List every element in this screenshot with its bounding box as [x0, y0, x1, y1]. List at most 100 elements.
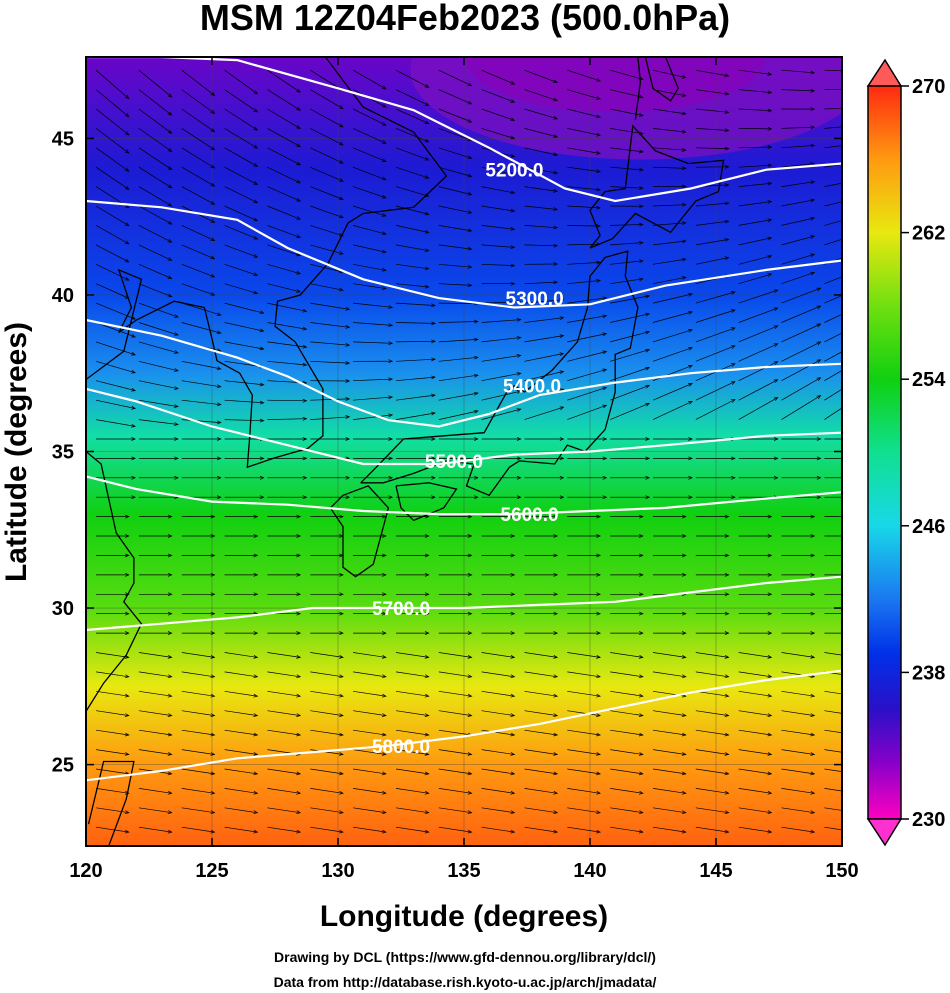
wind-vector-head	[681, 674, 687, 679]
wind-vector-head	[167, 829, 173, 834]
wind-vector-head	[253, 572, 259, 577]
wind-vector	[524, 147, 558, 156]
wind-vector-head	[296, 631, 302, 636]
wind-vector	[652, 788, 686, 794]
wind-vector	[95, 89, 130, 118]
wind-vector-head	[424, 138, 430, 143]
wind-vector	[567, 280, 601, 285]
wind-vector-head	[381, 655, 387, 659]
wind-vector	[524, 768, 558, 775]
wind-vector	[353, 652, 386, 658]
wind-vector-head	[253, 693, 259, 698]
wind-vector-head	[853, 106, 857, 109]
wind-vector-head	[645, 475, 651, 480]
wind-vector	[781, 217, 815, 226]
wind-vector-head	[345, 379, 351, 383]
wind-vector	[267, 166, 301, 184]
wind-vector-head	[731, 475, 736, 480]
wind-vector-head	[510, 693, 516, 698]
wind-vector-head	[510, 674, 516, 679]
wind-vector	[481, 826, 515, 833]
wind-vector-head	[638, 693, 644, 698]
wind-vector-head	[125, 534, 130, 538]
wind-vector	[824, 107, 842, 110]
wind-vector	[738, 164, 772, 168]
wind-vector	[224, 380, 264, 386]
wind-vector	[781, 690, 815, 697]
wind-vector-head	[596, 693, 601, 698]
wind-vector-head	[253, 790, 259, 795]
wind-vector	[438, 788, 472, 794]
wind-vector	[524, 128, 558, 138]
wind-vector-head	[602, 296, 608, 301]
wind-vector-head	[167, 184, 173, 189]
wind-vector	[695, 399, 736, 420]
wind-vector-head	[167, 611, 173, 616]
wind-vector-head	[596, 205, 602, 210]
wind-vector	[181, 807, 215, 814]
wind-vector-head	[210, 255, 216, 260]
wind-vector	[524, 299, 564, 304]
wind-vector-head	[345, 495, 351, 500]
wind-vector	[824, 768, 842, 772]
wind-vector-head	[382, 553, 387, 558]
wind-vector	[181, 147, 215, 169]
wind-vector-head	[510, 153, 516, 158]
wind-vector-head	[553, 611, 559, 616]
wind-vector	[352, 166, 387, 181]
wind-vector-head	[724, 73, 730, 78]
wind-vector	[181, 225, 215, 241]
wind-vector-head	[216, 330, 222, 334]
wind-vector	[610, 652, 643, 658]
wind-vector	[395, 394, 436, 401]
wind-vector-head	[259, 310, 265, 315]
wind-vector-head	[602, 368, 608, 373]
wind-vector-head	[339, 713, 344, 717]
wind-vector-head	[860, 437, 864, 440]
wind-vector-head	[167, 111, 173, 116]
wind-vector	[267, 807, 301, 814]
x-tick-label: 145	[699, 860, 732, 882]
wind-vector-head	[553, 631, 559, 636]
wind-vector	[610, 402, 650, 420]
wind-vector-head	[131, 315, 136, 320]
wind-vector	[310, 263, 344, 273]
wind-vector-head	[131, 369, 136, 374]
wind-vector-head	[424, 102, 430, 106]
wind-vector	[738, 108, 772, 112]
wind-vector-head	[339, 178, 344, 182]
wind-vector-head	[516, 456, 522, 461]
wind-vector	[481, 301, 521, 304]
wind-vector-head	[125, 572, 130, 577]
wind-vector	[824, 370, 842, 382]
wind-vector	[781, 377, 821, 401]
wind-vector-head	[124, 713, 130, 717]
wind-vector	[824, 145, 842, 149]
wind-vector	[524, 108, 558, 120]
wind-vector-head	[816, 305, 822, 310]
wind-vector	[652, 347, 693, 362]
wind-vector-head	[382, 611, 387, 616]
wind-vector-head	[553, 280, 559, 285]
wind-vector-head	[510, 245, 516, 250]
wind-vector-head	[559, 370, 565, 374]
wind-vector	[567, 243, 601, 246]
wind-vector	[481, 186, 515, 194]
wind-vector-head	[724, 183, 730, 188]
wind-vector-head	[853, 752, 857, 755]
wind-vector-head	[724, 146, 730, 151]
wind-vector	[781, 323, 821, 343]
wind-vector-head	[253, 181, 259, 185]
wind-vector	[567, 788, 601, 794]
wind-vector-head	[773, 397, 779, 401]
wind-vector-head	[210, 237, 216, 241]
wind-vector	[738, 237, 772, 246]
wind-vector-head	[638, 771, 644, 776]
wind-vector	[181, 244, 215, 260]
wind-vector	[267, 263, 301, 275]
wind-vector-head	[216, 366, 222, 371]
wind-vector	[438, 225, 472, 232]
wind-vector-head	[510, 135, 516, 140]
wind-vector-head	[553, 829, 559, 834]
wind-vector-head	[131, 495, 136, 500]
